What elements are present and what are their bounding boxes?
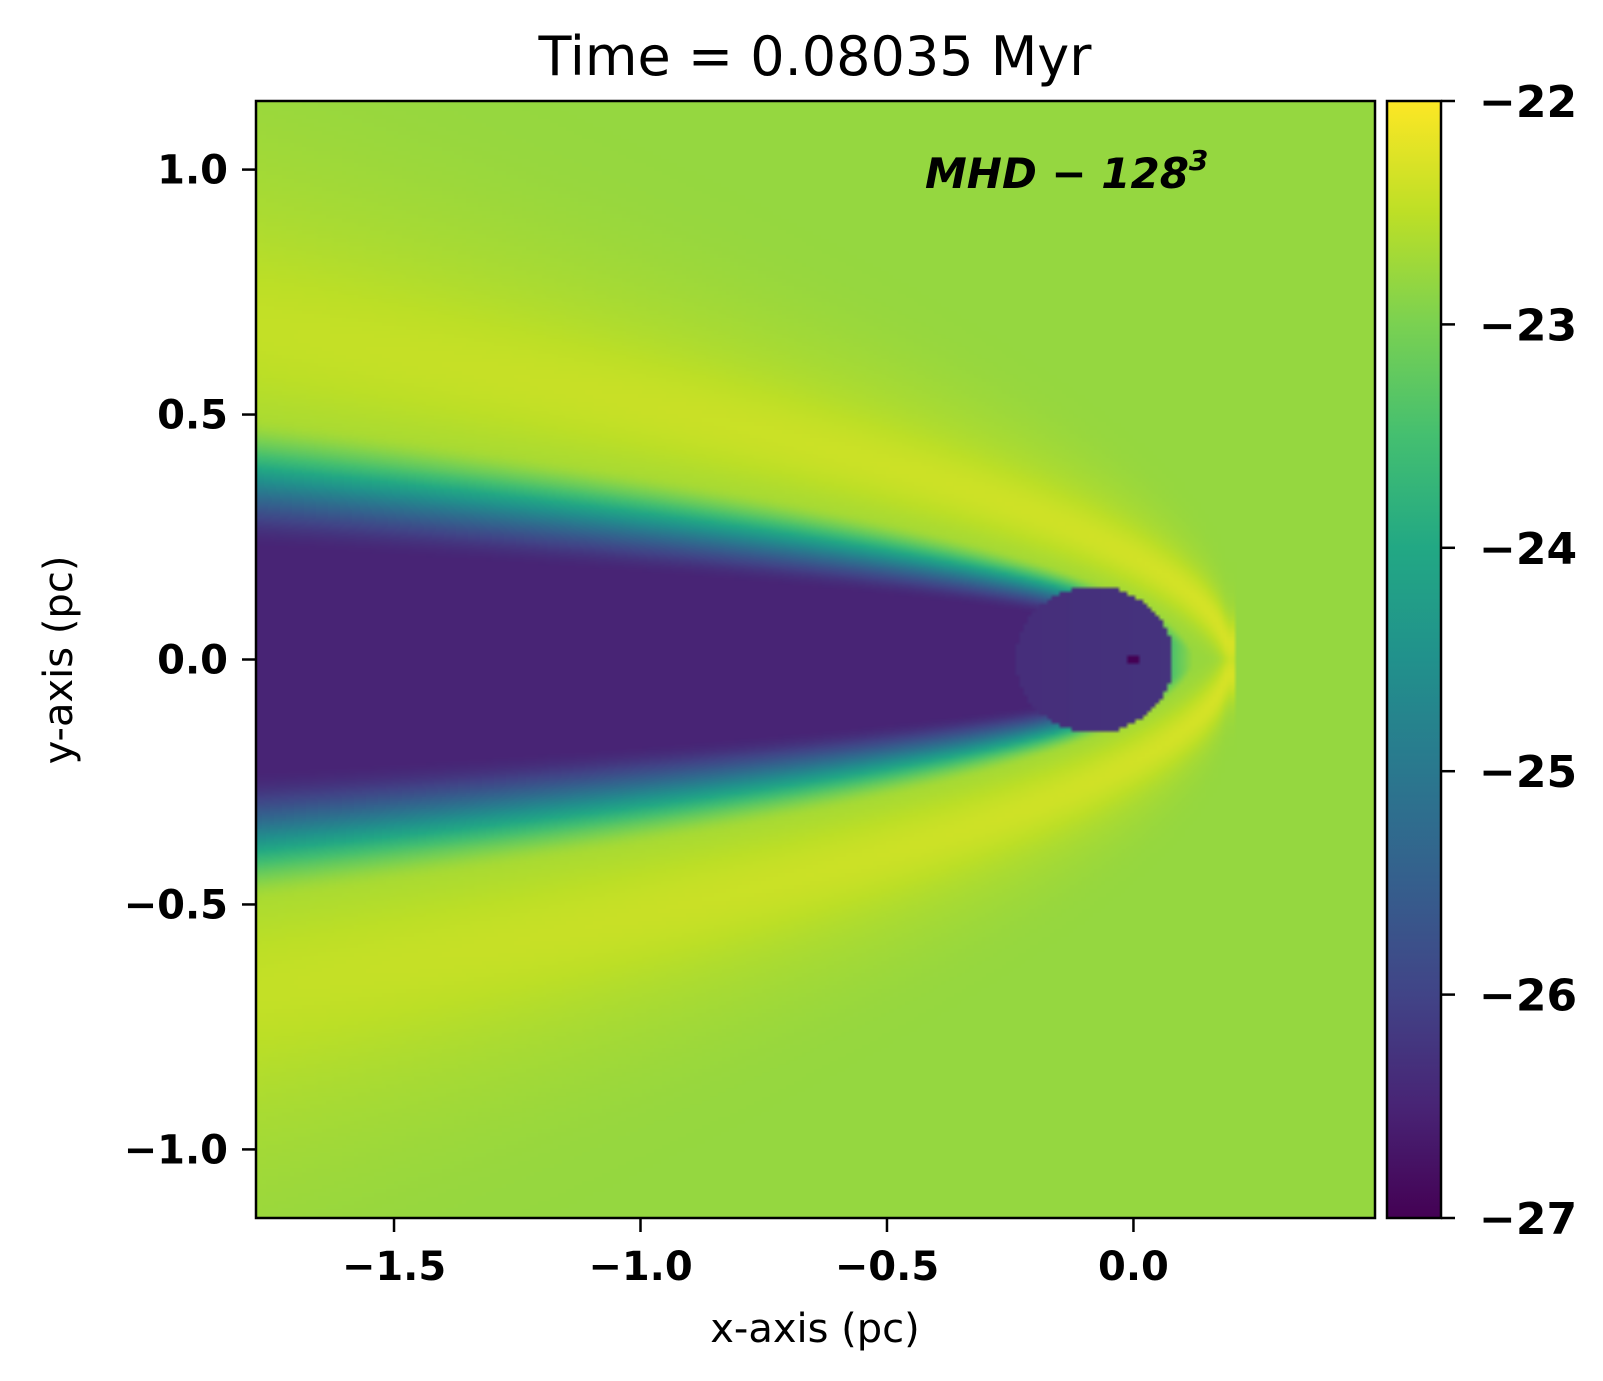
density-field-image [256, 101, 1375, 1218]
x-axis-ticks: −1.5 −1.0 −0.5 0.0 [342, 1218, 1169, 1290]
colorbar-tick-label: −26 [1479, 971, 1577, 1022]
y-axis-label: y-axis (pc) [36, 556, 82, 765]
y-tick-label: 1.0 [157, 148, 228, 194]
colorbar-tick-label: −27 [1479, 1194, 1577, 1245]
y-tick-label: 0.0 [157, 638, 228, 684]
chart-title: Time = 0.08035 Myr [538, 25, 1093, 88]
x-tick-label: 0.0 [1098, 1244, 1169, 1290]
colorbar-ticks: −22 −23 −24 −25 −26 −27 [1441, 77, 1577, 1245]
colorbar-tick-label: −25 [1479, 747, 1577, 798]
y-tick-label: −1.0 [124, 1127, 228, 1173]
x-tick-label: −1.5 [342, 1244, 446, 1290]
colorbar-tick-label: −22 [1479, 77, 1577, 128]
colorbar-tick-label: −23 [1479, 300, 1577, 351]
colorbar-gradient [1385, 99, 1443, 1220]
run-annotation: MHD − 1283 [925, 144, 1208, 198]
colorbar-tick-label: −24 [1479, 524, 1577, 575]
y-tick-label: −0.5 [124, 882, 228, 928]
x-tick-label: −1.0 [588, 1244, 692, 1290]
density-heatmap [256, 101, 1375, 1218]
x-axis-label: x-axis (pc) [710, 1306, 920, 1352]
y-axis-ticks: 1.0 0.5 0.0 −0.5 −1.0 [124, 148, 256, 1173]
y-tick-label: 0.5 [157, 393, 228, 439]
x-tick-label: −0.5 [835, 1244, 939, 1290]
colorbar: −22 −23 −24 −25 −26 −27 [1385, 77, 1577, 1245]
